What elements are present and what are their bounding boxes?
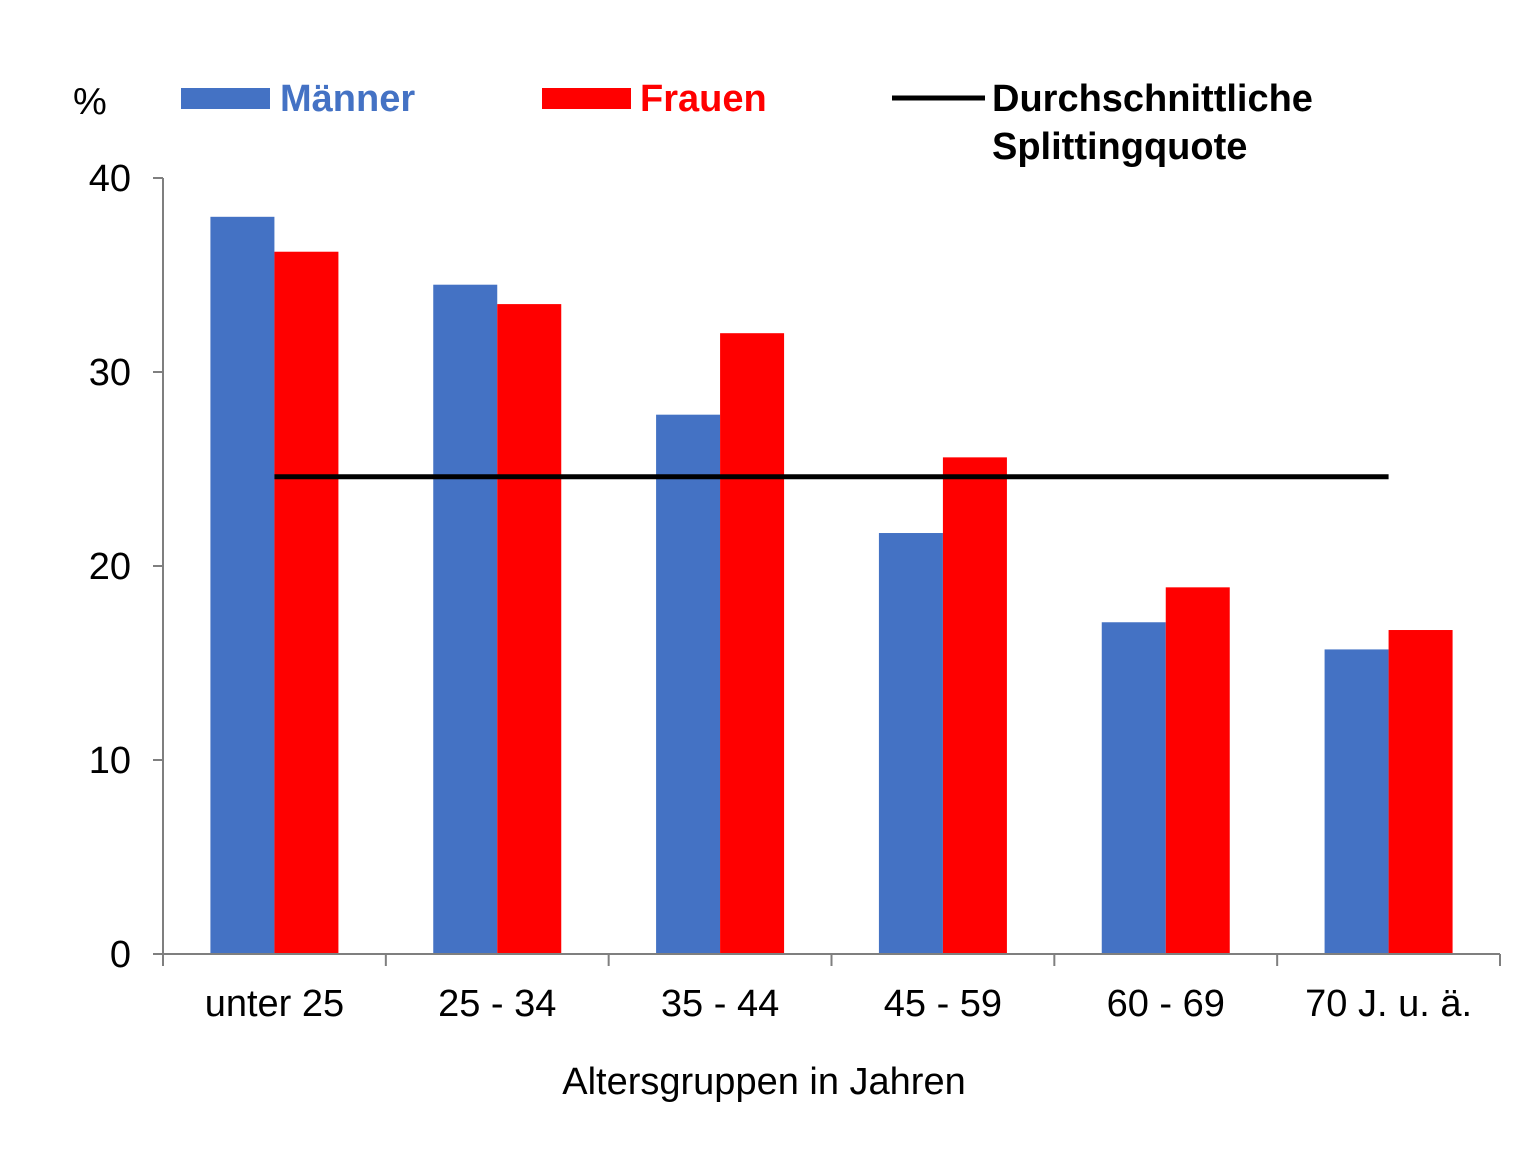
- x-tick-label-2: 35 - 44: [661, 983, 779, 1025]
- bars: [210, 216, 1453, 955]
- y-axis-label: %: [73, 81, 107, 123]
- bar-maenner-4: [1101, 622, 1166, 954]
- legend-label-maenner: Männer: [280, 78, 415, 120]
- bar-maenner-0: [210, 216, 275, 955]
- bar-frauen-1: [497, 304, 562, 955]
- bar-maenner-2: [656, 414, 721, 954]
- bar-frauen-5: [1388, 630, 1453, 954]
- x-axis-title: Altersgruppen in Jahren: [562, 1061, 965, 1103]
- bar-maenner-5: [1324, 649, 1389, 954]
- legend-swatch-frauen: [542, 88, 631, 109]
- y-tick-label-0: 0: [110, 934, 131, 976]
- bar-maenner-3: [878, 533, 943, 954]
- y-tick-labels: 0 10 20 30 40: [89, 158, 131, 976]
- bar-maenner-1: [433, 284, 498, 954]
- x-tick-label-5: 70 J. u. ä.: [1305, 983, 1472, 1025]
- legend-label-frauen: Frauen: [640, 78, 767, 120]
- y-tick-label-4: 40: [89, 158, 131, 200]
- x-tick-label-3: 45 - 59: [884, 983, 1002, 1025]
- x-tick-label-0: unter 25: [205, 983, 344, 1025]
- y-tick-label-2: 20: [89, 546, 131, 588]
- axes: [153, 177, 1501, 966]
- y-tick-label-1: 10: [89, 740, 131, 782]
- y-tick-label-3: 30: [89, 352, 131, 394]
- legend-label-average-line-2: Splittingquote: [992, 126, 1247, 168]
- bar-frauen-3: [942, 457, 1007, 954]
- legend: Männer Frauen Durchschnittliche Splittin…: [181, 78, 1313, 168]
- legend-swatch-maenner: [181, 88, 270, 109]
- x-tick-label-4: 60 - 69: [1107, 983, 1225, 1025]
- bar-frauen-4: [1165, 587, 1230, 954]
- bar-frauen-0: [274, 251, 339, 955]
- x-tick-label-1: 25 - 34: [438, 983, 556, 1025]
- legend-label-average-line-1: Durchschnittliche: [992, 78, 1313, 120]
- bar-frauen-2: [720, 333, 785, 954]
- x-tick-labels: unter 25 25 - 34 35 - 44 45 - 59 60 - 69 70 J…: [205, 983, 1472, 1025]
